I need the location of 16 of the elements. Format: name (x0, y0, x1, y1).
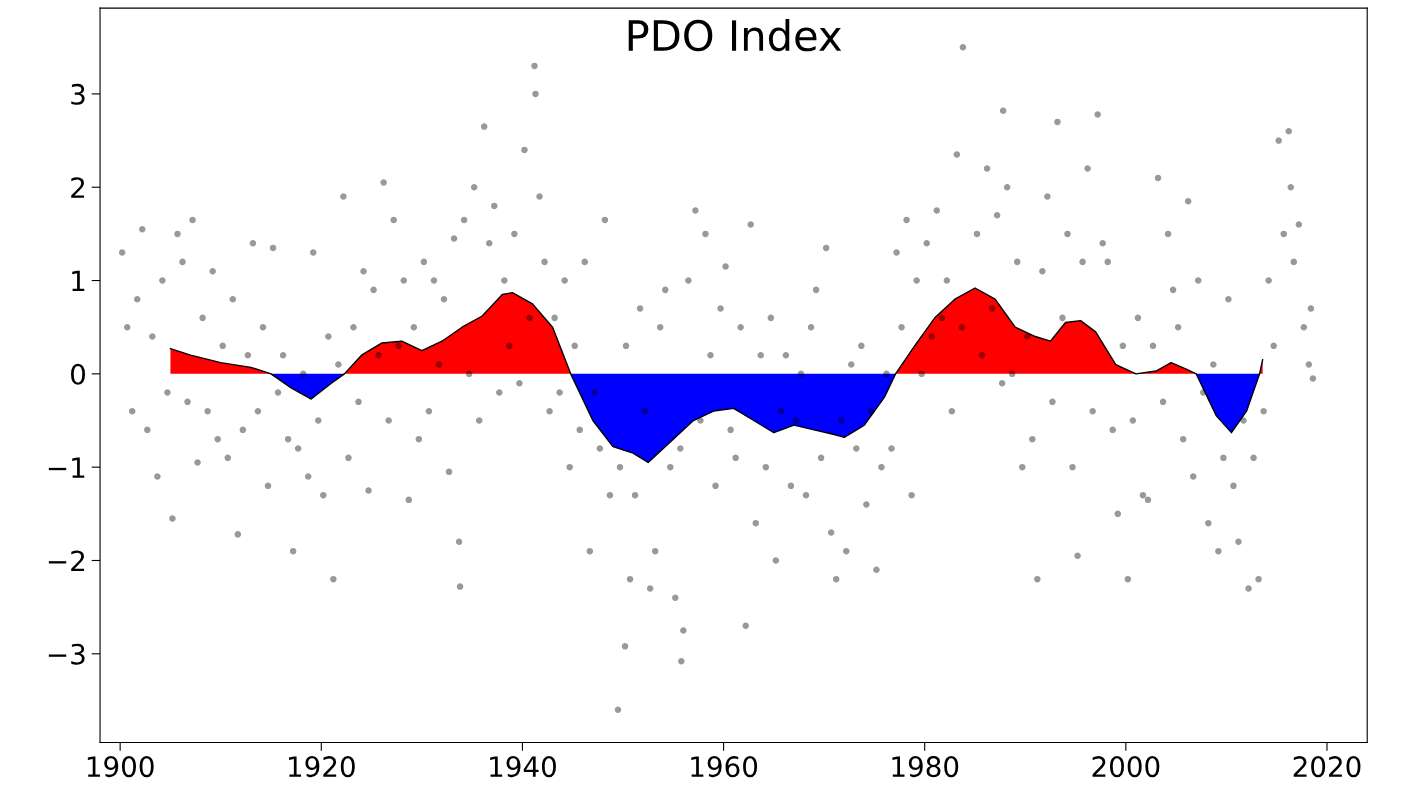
y-tick-label: 3 (71, 83, 85, 105)
x-tick-label: 1960 (691, 756, 758, 778)
y-tick-label: −2 (48, 550, 85, 572)
x-tick-label: 2020 (1293, 756, 1361, 778)
x-tick-label: 2000 (1092, 756, 1160, 778)
x-tick-label: 1920 (288, 756, 355, 778)
y-tick-label: 0 (71, 363, 85, 385)
y-tick-label: 1 (72, 270, 85, 292)
y-tick-label: −1 (48, 457, 85, 478)
x-tick-label: 1900 (87, 756, 154, 778)
chart-title: PDO Index (628, 19, 842, 52)
y-tick-label: 2 (71, 177, 85, 198)
x-tick-label: 1980 (892, 756, 959, 778)
line-series (169, 287, 1264, 464)
y-tick-label: −3 (48, 643, 85, 665)
x-tick-label: 1940 (490, 756, 556, 778)
